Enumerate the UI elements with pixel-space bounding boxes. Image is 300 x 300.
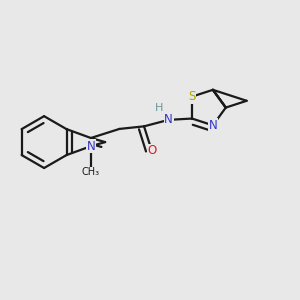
Text: N: N <box>164 113 173 126</box>
Text: H: H <box>154 103 163 113</box>
Text: O: O <box>147 145 156 158</box>
Text: S: S <box>188 90 196 103</box>
Text: CH₃: CH₃ <box>82 167 100 177</box>
Text: N: N <box>86 140 95 153</box>
Text: N: N <box>208 119 217 132</box>
